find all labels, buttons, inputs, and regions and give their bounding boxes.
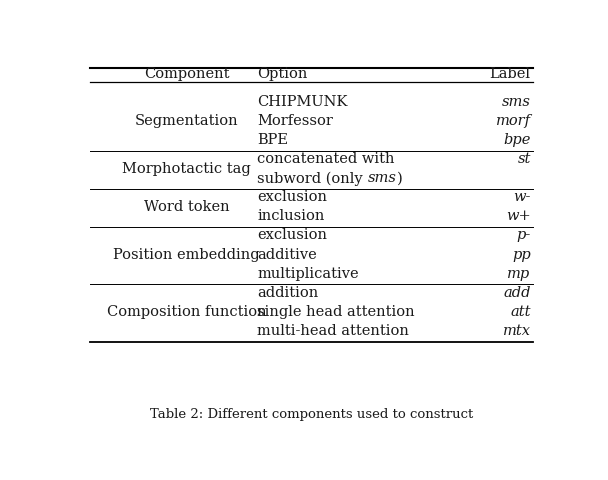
Text: additive: additive	[257, 248, 317, 262]
Text: p-: p-	[516, 228, 531, 242]
Text: Label: Label	[489, 67, 531, 81]
Text: w-: w-	[513, 191, 531, 204]
Text: sms: sms	[502, 95, 531, 109]
Text: mp: mp	[508, 266, 531, 280]
Text: Table 2: Different components used to construct: Table 2: Different components used to co…	[150, 408, 473, 421]
Text: multi-head attention: multi-head attention	[257, 324, 409, 337]
Text: Position embedding: Position embedding	[114, 248, 260, 262]
Text: exclusion: exclusion	[257, 228, 328, 242]
Text: Option: Option	[257, 67, 308, 81]
Text: att: att	[510, 305, 531, 319]
Text: sms: sms	[368, 171, 396, 185]
Text: Component: Component	[144, 67, 229, 81]
Text: exclusion: exclusion	[257, 191, 328, 204]
Text: Morfessor: Morfessor	[257, 114, 333, 128]
Text: Morphotactic tag: Morphotactic tag	[122, 162, 251, 176]
Text: Composition function: Composition function	[107, 305, 266, 319]
Text: concatenated with: concatenated with	[257, 152, 395, 167]
Text: bpe: bpe	[503, 133, 531, 147]
Text: Segmentation: Segmentation	[135, 114, 238, 128]
Text: inclusion: inclusion	[257, 209, 325, 223]
Text: BPE: BPE	[257, 133, 288, 147]
Text: morf: morf	[496, 114, 531, 128]
Text: CHIPMUNK: CHIPMUNK	[257, 95, 348, 109]
Text: mtx: mtx	[503, 324, 531, 337]
Text: subword (only: subword (only	[257, 171, 368, 186]
Text: w+: w+	[506, 209, 531, 223]
Text: pp: pp	[512, 248, 531, 262]
Text: st: st	[517, 152, 531, 167]
Text: addition: addition	[257, 286, 319, 300]
Text: multiplicative: multiplicative	[257, 266, 359, 280]
Text: single head attention: single head attention	[257, 305, 415, 319]
Text: add: add	[503, 286, 531, 300]
Text: ): )	[396, 171, 402, 185]
Text: Word token: Word token	[144, 200, 230, 214]
